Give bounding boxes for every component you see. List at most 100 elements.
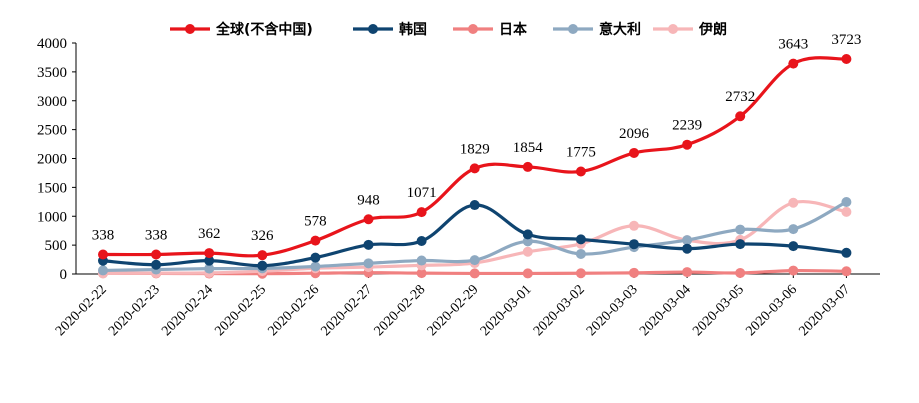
legend: 全球(不含中国) 韩国 日本 意大利 伊朗 [170, 21, 727, 38]
legend-swatch-marker [185, 24, 195, 34]
data-label-layer: 338 338 362 326 578 948 1071 1829 1854 1775 2096 22… [92, 32, 862, 244]
data-point [522, 236, 533, 247]
data-point [575, 268, 586, 279]
data-label: 338 [92, 227, 115, 243]
series-layer [98, 53, 852, 279]
data-point [841, 196, 852, 207]
data-point [416, 268, 427, 279]
data-label: 3643 [778, 37, 808, 53]
data-point [682, 235, 693, 246]
legend-swatch-marker [368, 24, 378, 34]
legend-label: 意大利 [599, 21, 641, 38]
data-point [522, 268, 533, 279]
data-point [522, 246, 533, 257]
data-point [363, 214, 374, 225]
data-point [841, 266, 852, 277]
data-point [522, 161, 533, 172]
data-label: 2732 [725, 89, 755, 105]
data-point [363, 258, 374, 269]
legend-item: 日本 [453, 21, 528, 38]
x-tick-label: 2020-03-01 [478, 282, 535, 339]
legend-item: 伊朗 [653, 21, 727, 38]
data-point [629, 267, 639, 278]
data-label: 338 [145, 227, 168, 243]
x-tick-label: 2020-03-04 [637, 282, 694, 339]
legend-item: 韩国 [353, 21, 427, 38]
data-label: 2239 [672, 118, 702, 134]
data-point [151, 259, 162, 270]
y-tick-label: 3000 [37, 94, 67, 110]
legend-label: 伊朗 [698, 21, 727, 38]
data-point [363, 239, 374, 250]
legend-item: 全球(不含中国) [170, 21, 313, 38]
data-point [469, 163, 480, 174]
data-label: 3723 [831, 32, 861, 48]
data-point [416, 236, 427, 247]
data-point [682, 267, 693, 278]
data-point [788, 265, 799, 276]
y-tick-label: 0 [60, 267, 68, 283]
data-label: 1829 [460, 141, 490, 157]
data-label: 326 [251, 228, 274, 244]
data-point [735, 267, 746, 278]
data-point [841, 247, 852, 258]
data-point [310, 235, 321, 246]
data-point [629, 147, 639, 158]
y-tick-label: 3500 [37, 65, 67, 81]
data-point [257, 250, 268, 261]
data-label: 1071 [407, 185, 437, 201]
data-label: 1854 [513, 140, 544, 156]
data-label: 1775 [566, 144, 596, 160]
x-tick-label: 2020-03-02 [531, 282, 588, 339]
legend-swatch-marker [568, 24, 578, 34]
y-tick-label: 1500 [37, 180, 67, 196]
data-point [629, 220, 639, 231]
data-point [788, 197, 799, 208]
x-tick-label: 2020-03-03 [584, 282, 641, 339]
data-point [735, 111, 746, 122]
x-tick-label: 2020-03-07 [796, 282, 853, 339]
data-point [257, 260, 268, 271]
data-point [151, 249, 162, 260]
data-point [841, 206, 852, 217]
data-point [204, 263, 215, 274]
legend-label: 全球(不含中国) [215, 21, 313, 38]
data-point [522, 229, 533, 240]
data-point [204, 248, 215, 259]
x-tick-label: 2020-02-27 [319, 282, 376, 339]
data-point [98, 265, 108, 276]
y-tick-label: 1000 [37, 209, 67, 225]
x-tick-label: 2020-02-29 [425, 282, 482, 339]
data-label: 948 [357, 192, 380, 208]
series-group [98, 53, 852, 261]
y-tick-label: 2500 [37, 123, 67, 139]
y-tick-label: 2000 [37, 152, 67, 168]
data-point [841, 53, 852, 64]
data-point [310, 261, 321, 272]
x-tick-label: 2020-02-24 [159, 282, 216, 339]
data-point [416, 207, 427, 218]
y-tick-label: 500 [45, 238, 68, 254]
data-point [735, 224, 746, 235]
x-tick-label: 2020-02-25 [212, 282, 269, 339]
x-tick-label: 2020-02-22 [53, 282, 110, 339]
axes: 0 500 1000 1500 2000 2500 3000 3500 4000 2020-02-… [37, 36, 880, 339]
data-point [204, 255, 215, 266]
x-tick-label: 2020-02-28 [372, 282, 429, 339]
data-point [788, 58, 799, 69]
data-point [98, 249, 108, 260]
data-point [788, 224, 799, 235]
data-point [682, 139, 693, 150]
data-point [788, 241, 799, 252]
data-point [682, 243, 693, 254]
data-label: 362 [198, 226, 221, 242]
x-tick-label: 2020-02-23 [106, 282, 163, 339]
data-point [469, 200, 480, 211]
data-point [629, 239, 639, 250]
data-label: 578 [304, 214, 327, 230]
y-tick-label: 4000 [37, 36, 67, 52]
legend-item: 意大利 [553, 21, 641, 38]
data-point [575, 234, 586, 245]
